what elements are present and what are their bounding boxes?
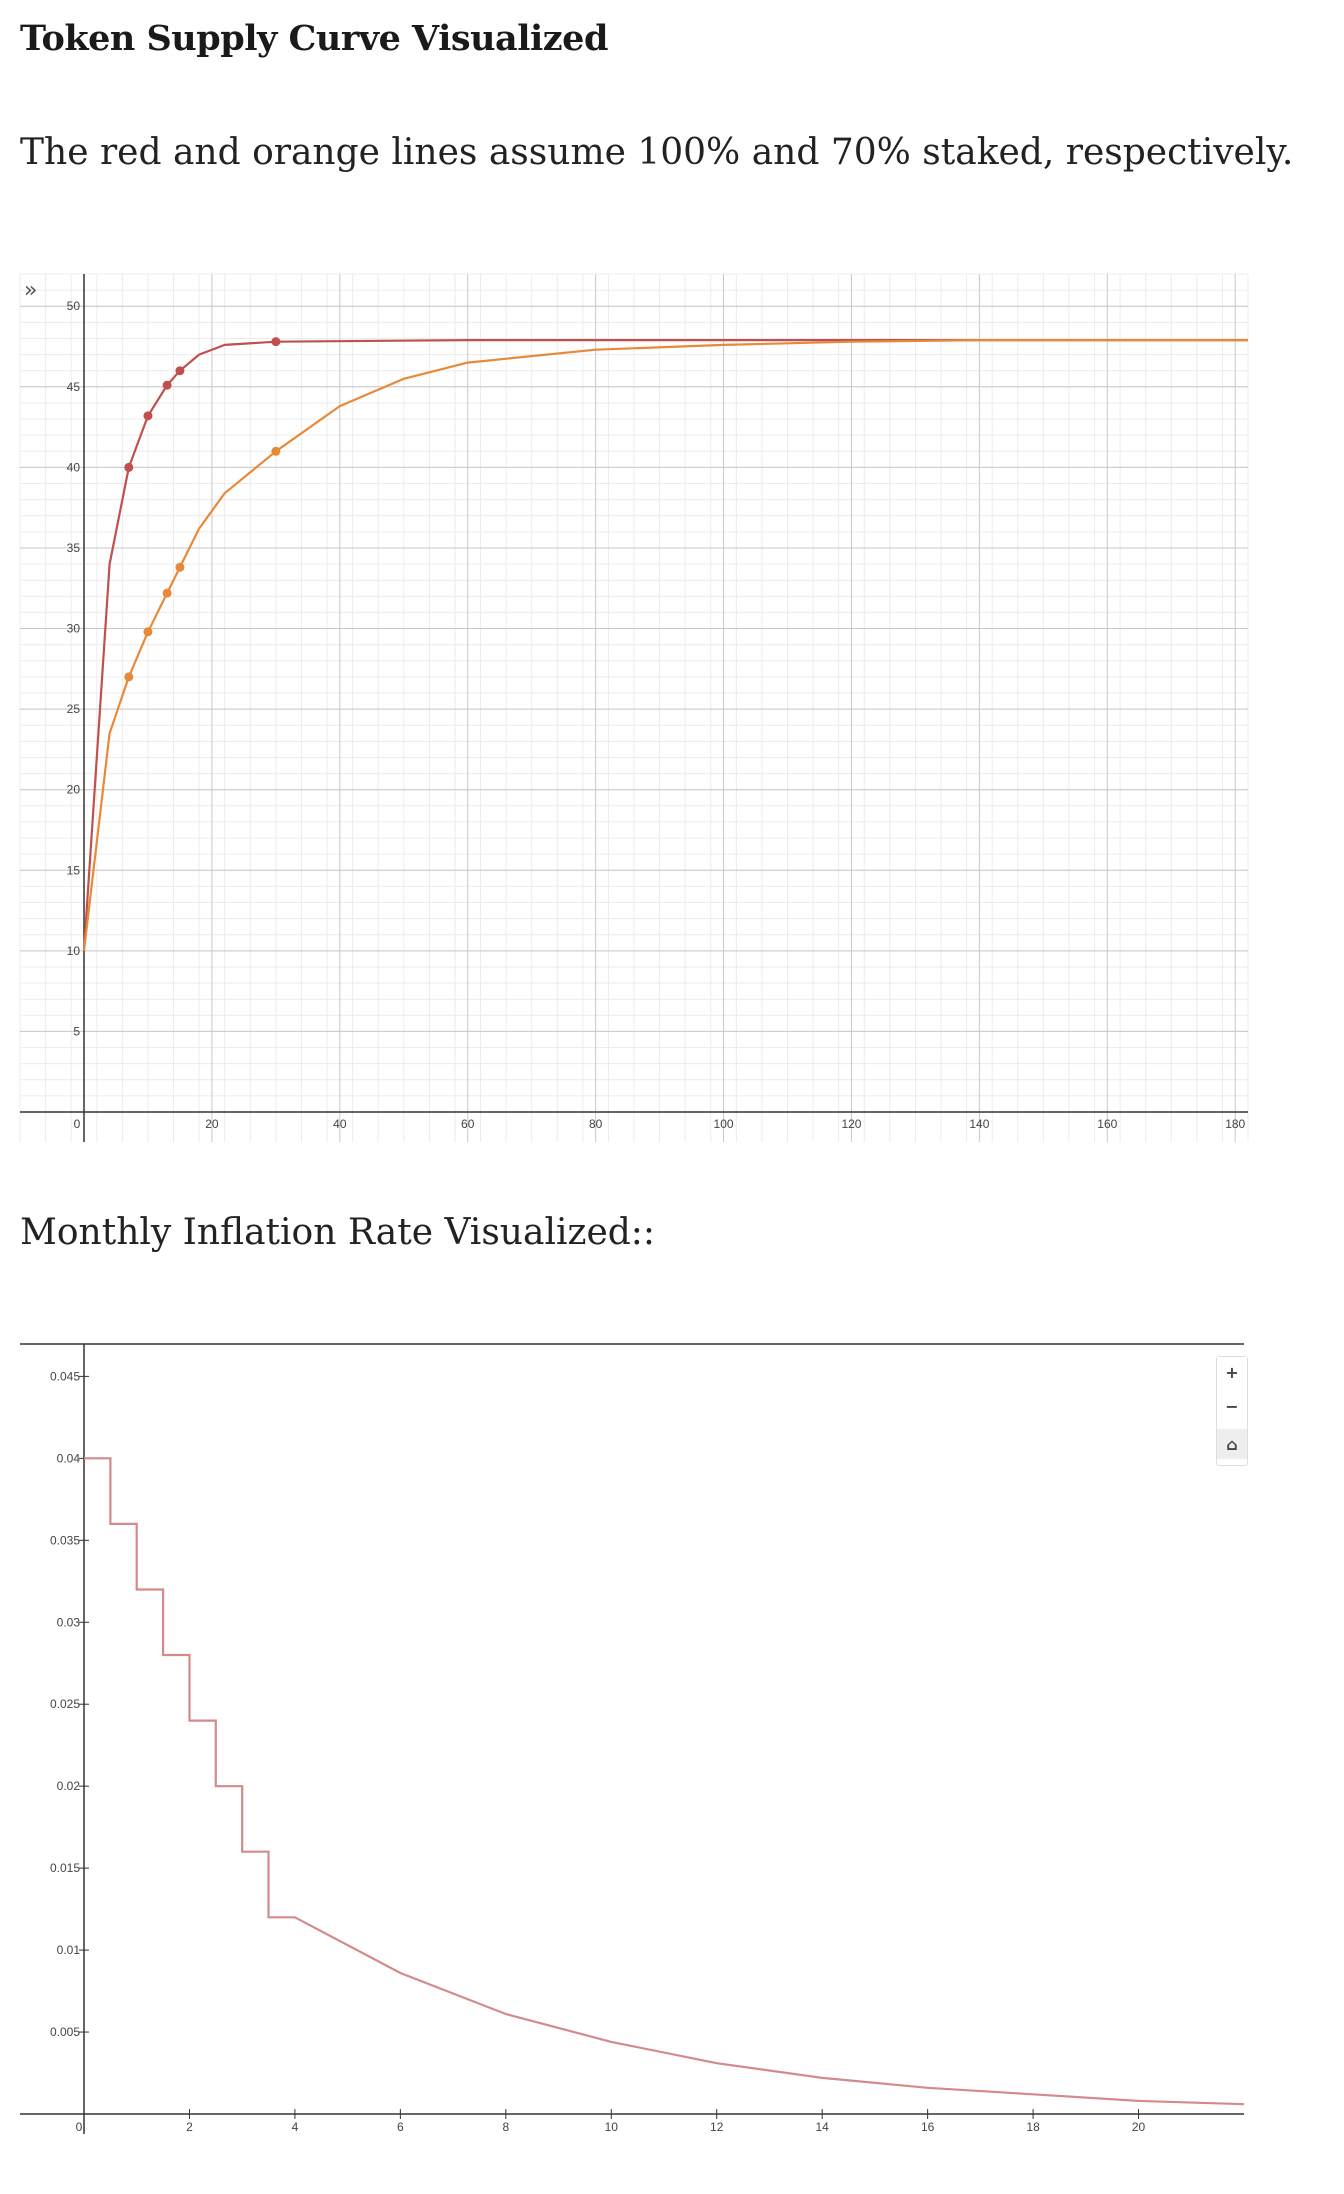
x-tick-label: 120 [841, 1117, 861, 1131]
token-supply-chart[interactable]: 0 20 40 60 80 100 120 140 160 180 5 10 15 20 25 30 35 40 4… [0, 262, 1260, 1142]
y-tick-label: 0.04 [57, 1451, 81, 1465]
y-tick-label: 0.005 [50, 2025, 80, 2039]
y-tick-label: 0.045 [50, 1369, 80, 1383]
section-title-inflation: Monthly Inflation Rate Visualized:: [20, 1212, 656, 1253]
y-tick-label: 40 [67, 460, 81, 474]
y-tick-label: 0.025 [50, 1697, 80, 1711]
y-tick-label: 5 [73, 1024, 80, 1038]
y-tick-label: 25 [67, 702, 81, 716]
x-tick-label: 8 [502, 2120, 509, 2134]
data-point [175, 366, 185, 376]
x-tick-label: 40 [333, 1117, 347, 1131]
x-tick-label: 12 [710, 2120, 724, 2134]
data-point [271, 446, 281, 456]
tick-labels: 0 20 40 60 80 100 120 140 160 180 5 10 15 20 25 30 35 40 4… [67, 299, 1246, 1131]
x-tick-label: 20 [1132, 2120, 1146, 2134]
data-point [124, 672, 134, 682]
data-point [271, 337, 281, 347]
x-tick-label: 0 [74, 1117, 81, 1131]
y-tick-label: 0.03 [57, 1615, 81, 1629]
y-tick-label: 50 [67, 299, 81, 313]
zoom-out-button[interactable]: − [1217, 1391, 1247, 1421]
grid [19, 273, 1249, 1142]
data-point [124, 462, 134, 472]
x-tick-label: 14 [816, 2120, 830, 2134]
axes [20, 274, 1248, 1142]
expand-icon[interactable]: » [24, 278, 37, 303]
data-point [175, 562, 185, 572]
y-tick-label: 10 [67, 944, 81, 958]
x-tick-label: 20 [205, 1117, 219, 1131]
y-tick-label: 0.01 [57, 1943, 81, 1957]
x-tick-label: 140 [969, 1117, 989, 1131]
series [84, 1457, 1245, 2106]
page-title: Token Supply Curve Visualized [20, 18, 608, 59]
y-tick-label: 30 [67, 622, 81, 636]
tick-labels: 0 2 4 6 8 10 12 14 16 18 20 0.005 0.01 0.015 0.02 0.025… [50, 1369, 1146, 2134]
x-tick-label: 2 [186, 2120, 193, 2134]
y-tick-label: 35 [67, 541, 81, 555]
y-tick-label: 0.02 [57, 1779, 81, 1793]
x-tick-label: 80 [589, 1117, 603, 1131]
y-tick-label: 20 [67, 783, 81, 797]
data-point [162, 588, 172, 598]
series-line-inflation [84, 1457, 1245, 2106]
x-tick-label: 60 [461, 1117, 475, 1131]
series-line-red [82, 339, 1248, 951]
x-tick-label: 180 [1225, 1117, 1245, 1131]
data-point [162, 380, 172, 390]
y-tick-label: 0.035 [50, 1533, 80, 1547]
zoom-in-button[interactable]: + [1217, 1357, 1247, 1387]
home-icon[interactable]: ⌂ [1217, 1429, 1247, 1459]
y-tick-label: 0.015 [50, 1861, 80, 1875]
x-tick-label: 16 [921, 2120, 935, 2134]
x-tick-label: 100 [714, 1117, 734, 1131]
x-tick-label: 4 [292, 2120, 299, 2134]
x-tick-label: 6 [397, 2120, 404, 2134]
x-tick-label: 18 [1026, 2120, 1040, 2134]
description-text: The red and orange lines assume 100% and… [20, 132, 1294, 173]
series-line-orange [82, 339, 1248, 951]
axes [20, 1343, 1244, 2134]
x-tick-label: 10 [605, 2120, 619, 2134]
x-tick-label: 160 [1097, 1117, 1117, 1131]
y-tick-label: 15 [67, 863, 81, 877]
y-tick-label: 45 [67, 380, 81, 394]
inflation-rate-chart[interactable]: 0 2 4 6 8 10 12 14 16 18 20 0.005 0.01 0.015 0.02 0.025… [0, 1342, 1260, 2182]
data-point [143, 411, 153, 421]
zoom-controls: + − ⌂ [1216, 1356, 1248, 1466]
data-point [143, 627, 153, 637]
x-tick-label: 0 [76, 2120, 83, 2134]
series [82, 337, 1248, 951]
